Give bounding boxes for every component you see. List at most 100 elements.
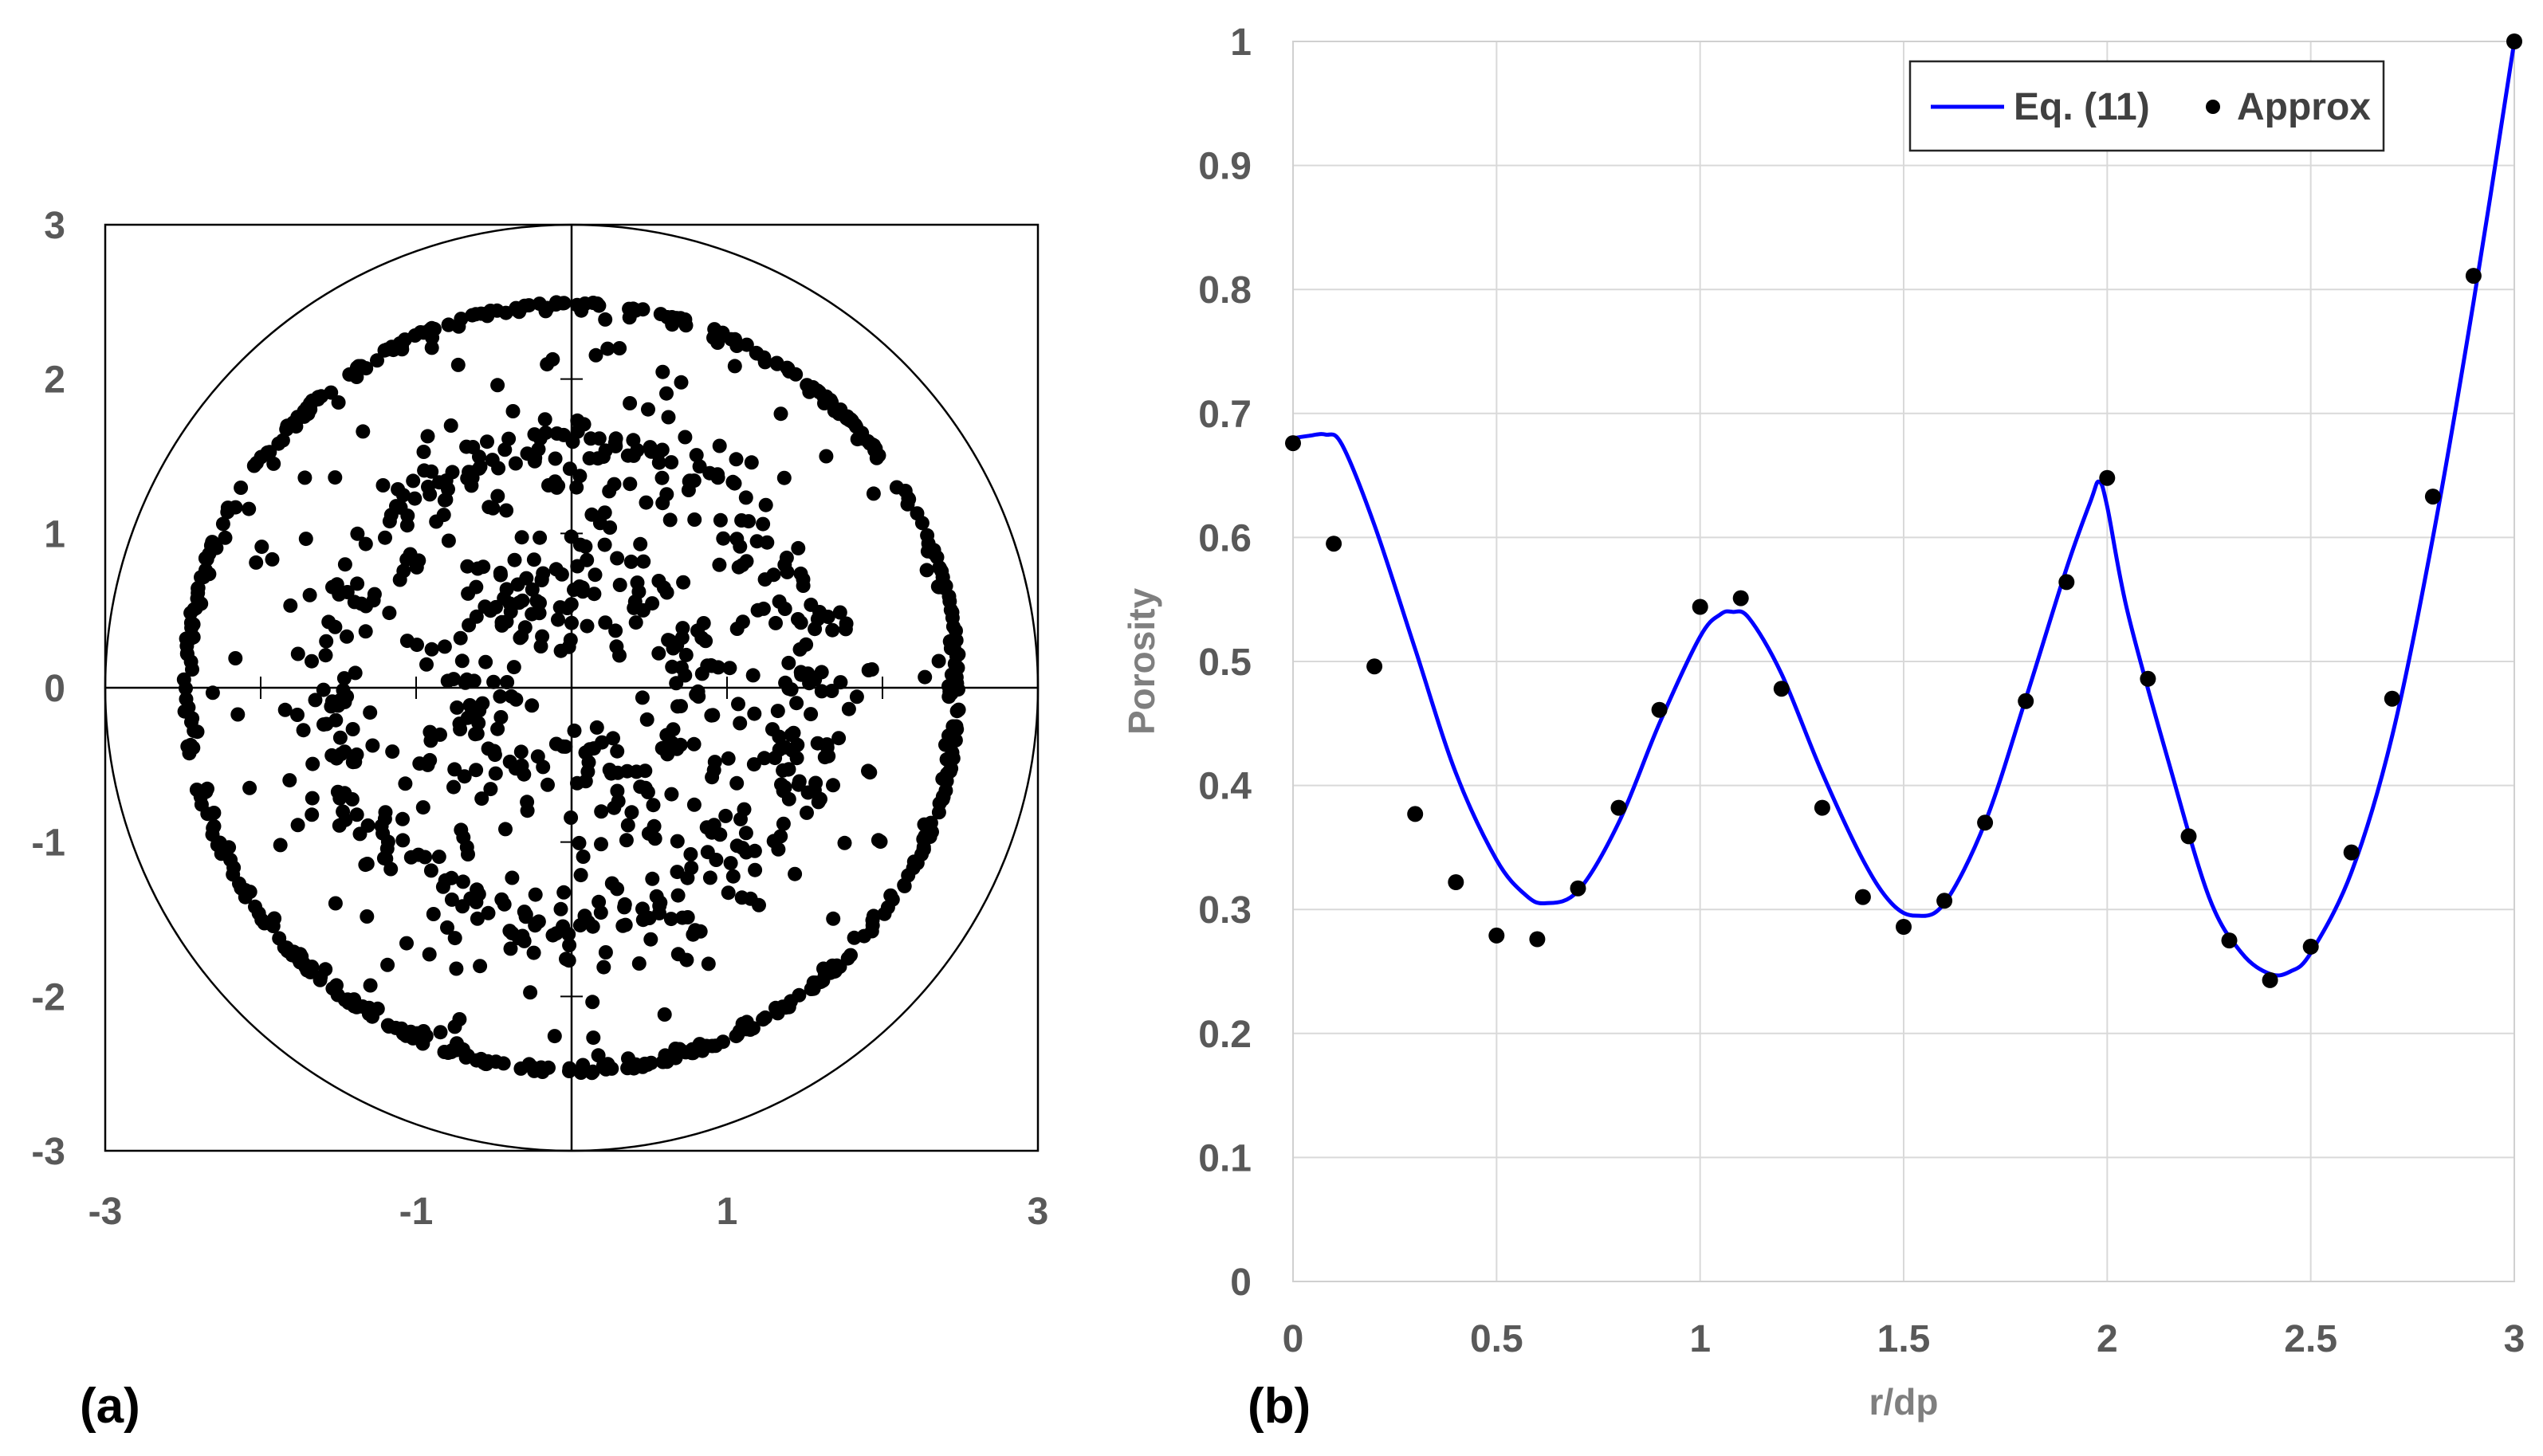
scatter-point <box>450 357 466 372</box>
scatter-point <box>588 567 603 583</box>
panel-a-tick-labels: -3 -1 1 3 3 2 1 0 -1 -2 -3 <box>31 205 1048 1233</box>
scatter-point <box>485 500 501 516</box>
y-axis-title: Porosity <box>1121 588 1162 735</box>
scatter-point <box>348 754 363 769</box>
scatter-point <box>452 716 467 732</box>
scatter-point <box>345 722 360 736</box>
panel-b-line-chart: 0 0.5 1 1.5 2 2.5 3 0 0.1 0.2 0.3 0.4 0.5 0.6 0.7 0.8 0.… <box>1121 22 2525 1434</box>
scatter-point <box>776 763 791 778</box>
scatter-point <box>945 735 960 750</box>
scatter-point <box>587 587 602 602</box>
scatter-point <box>597 505 612 520</box>
scatter-point <box>933 561 948 576</box>
approx-point <box>1773 681 1790 697</box>
y-tick-label: 3 <box>44 205 65 247</box>
scatter-point <box>701 956 716 971</box>
scatter-point <box>610 783 625 799</box>
y-tick-label: 0.4 <box>1198 766 1252 808</box>
scatter-point <box>738 490 753 505</box>
scatter-point <box>351 359 366 374</box>
scatter-point <box>826 778 840 793</box>
scatter-point <box>769 355 784 371</box>
scatter-point <box>644 444 658 459</box>
scatter-point <box>778 675 793 690</box>
scatter-point <box>569 480 584 495</box>
scatter-point <box>670 888 686 903</box>
scatter-point <box>841 701 856 716</box>
scatter-point <box>562 461 577 477</box>
approx-point <box>1448 874 1464 890</box>
scatter-point <box>349 807 364 822</box>
y-tick-label: 0.2 <box>1198 1014 1252 1056</box>
y-tick-label: 0.3 <box>1198 889 1252 932</box>
scatter-point <box>440 673 455 689</box>
scatter-point <box>766 567 781 583</box>
scatter-point <box>689 448 704 463</box>
scatter-point <box>843 948 858 963</box>
scatter-point <box>514 530 529 545</box>
scatter-point <box>918 669 933 685</box>
scatter-point <box>772 729 787 744</box>
scatter-point <box>776 816 791 831</box>
scatter-point <box>771 842 786 857</box>
scatter-point <box>437 639 452 654</box>
scatter-point <box>610 881 625 897</box>
scatter-point <box>804 707 819 722</box>
scatter-point <box>548 562 564 577</box>
scatter-point <box>454 653 470 669</box>
scatter-point <box>365 738 380 753</box>
approx-point <box>2058 574 2075 591</box>
scatter-point <box>194 797 209 812</box>
scatter-point <box>580 618 595 634</box>
scatter-point <box>498 822 513 837</box>
scatter-point <box>437 1045 452 1059</box>
scatter-point <box>749 534 764 549</box>
scatter-point <box>356 424 371 439</box>
scatter-point <box>420 429 435 444</box>
scatter-point <box>727 359 742 374</box>
scatter-point <box>505 870 520 885</box>
panel-b-label: (b) <box>1248 1379 1311 1434</box>
scatter-point <box>352 826 367 842</box>
scatter-point <box>757 751 772 766</box>
scatter-point <box>355 999 370 1014</box>
scatter-point <box>654 470 670 485</box>
scatter-point <box>819 737 835 752</box>
scatter-point <box>863 765 878 780</box>
scatter-point <box>455 899 470 914</box>
scatter-point <box>367 587 382 602</box>
scatter-point <box>584 1066 599 1081</box>
scatter-point <box>586 1030 601 1046</box>
scatter-point <box>395 811 410 826</box>
x-tick-label: -3 <box>88 1191 123 1233</box>
scatter-point <box>528 918 543 933</box>
scatter-point <box>424 642 439 657</box>
scatter-point <box>735 614 750 630</box>
panel-b-tick-labels: 0 0.5 1 1.5 2 2.5 3 0 0.1 0.2 0.3 0.4 0.5 0.6 0.7 0.8 0.… <box>1198 22 2525 1360</box>
scatter-point <box>824 684 839 698</box>
scatter-point <box>456 830 471 845</box>
x-tick-label: 3 <box>2504 1318 2525 1360</box>
scatter-point <box>678 1045 694 1060</box>
y-tick-label: 0.7 <box>1198 394 1252 436</box>
scatter-point <box>712 557 727 572</box>
scatter-point <box>746 757 761 772</box>
scatter-point <box>808 775 823 791</box>
approx-point <box>1407 806 1424 822</box>
scatter-point <box>745 668 761 683</box>
scatter-point <box>498 305 513 320</box>
scatter-point <box>552 600 568 615</box>
scatter-point <box>441 533 456 548</box>
scatter-point <box>718 808 733 823</box>
scatter-point <box>242 780 257 795</box>
scatter-point <box>680 910 695 924</box>
scatter-point <box>758 1010 772 1025</box>
scatter-point <box>370 1001 385 1016</box>
scatter-point <box>692 459 707 474</box>
scatter-point <box>585 995 600 1010</box>
scatter-point <box>647 831 662 846</box>
scatter-point <box>399 552 415 567</box>
scatter-point <box>865 912 880 928</box>
scatter-point <box>630 443 645 457</box>
scatter-point <box>517 298 533 313</box>
